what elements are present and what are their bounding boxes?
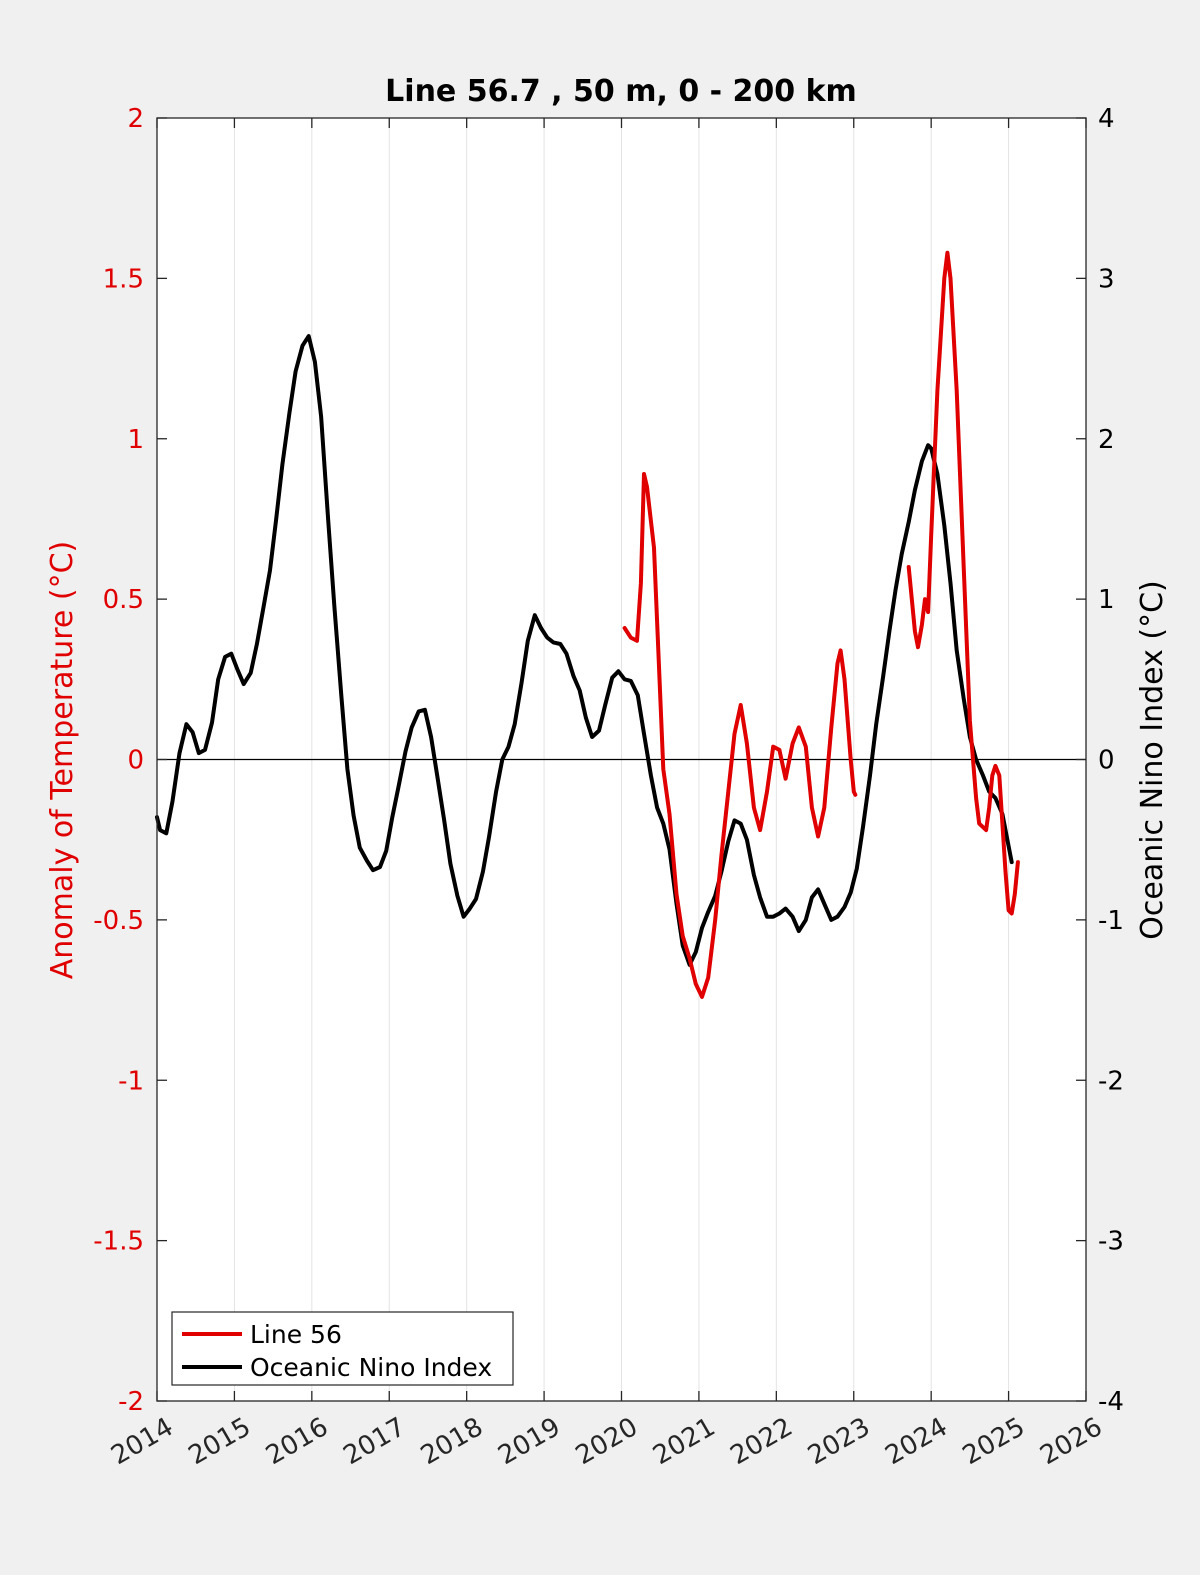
y-right-tick-label: 3 <box>1098 264 1115 294</box>
y-axis-right-label: Oceanic Nino Index (°C) <box>1135 580 1170 940</box>
legend-label-oni: Oceanic Nino Index <box>250 1353 492 1382</box>
y-axis-left-label: Anomaly of Temperature (°C) <box>45 541 80 980</box>
x-tick-label: 2018 <box>416 1412 488 1471</box>
x-tick-label: 2025 <box>958 1412 1030 1471</box>
y-left-tick-label: 1 <box>127 425 144 455</box>
y-left-tick-label: 1.5 <box>103 264 144 294</box>
series-layer <box>155 250 1020 999</box>
series-line-line56 <box>622 472 858 999</box>
x-tick-label: 2017 <box>338 1412 410 1471</box>
y-right-tick-label: 4 <box>1098 104 1115 134</box>
x-tick-label: 2023 <box>803 1412 875 1471</box>
x-tick-label: 2022 <box>726 1412 798 1471</box>
legend-box <box>171 1311 514 1386</box>
y-left-tick-label: 0.5 <box>103 585 144 615</box>
y-left-tick-label: 2 <box>127 104 144 134</box>
y-left-tick-label: 0 <box>127 746 144 776</box>
x-tick-label: 2019 <box>493 1412 565 1471</box>
x-tick-label: 2015 <box>184 1412 256 1471</box>
y-right-tick-label: -3 <box>1098 1227 1124 1257</box>
y-right-tick-label: -1 <box>1098 906 1124 936</box>
legend-label-line56: Line 56 <box>250 1320 342 1349</box>
y-right-tick-label: 2 <box>1098 425 1115 455</box>
y-left-tick-label: -0.5 <box>93 906 144 936</box>
series-line-oni <box>155 334 1014 967</box>
x-tick-label: 2026 <box>1035 1412 1107 1471</box>
y-right-tick-label: -4 <box>1098 1387 1124 1417</box>
y-right-tick-label: -2 <box>1098 1066 1124 1096</box>
x-tick-label: 2024 <box>880 1412 952 1471</box>
x-tick-label: 2021 <box>648 1412 720 1471</box>
y-left-tick-label: -2 <box>118 1387 144 1417</box>
chart-title: Line 56.7 , 50 m, 0 - 200 km <box>385 74 857 109</box>
series-line-line56 <box>906 250 1020 916</box>
x-tick-label: 2020 <box>571 1412 643 1471</box>
y-left-tick-label: -1 <box>118 1066 144 1096</box>
x-tick-label: 2014 <box>106 1412 178 1471</box>
legend: Line 56 Oceanic Nino Index <box>171 1311 514 1386</box>
y-left-tick-label: -1.5 <box>93 1227 144 1257</box>
y-right-tick-label: 0 <box>1098 746 1115 776</box>
x-tick-label: 2016 <box>261 1412 333 1471</box>
y-right-tick-label: 1 <box>1098 585 1115 615</box>
